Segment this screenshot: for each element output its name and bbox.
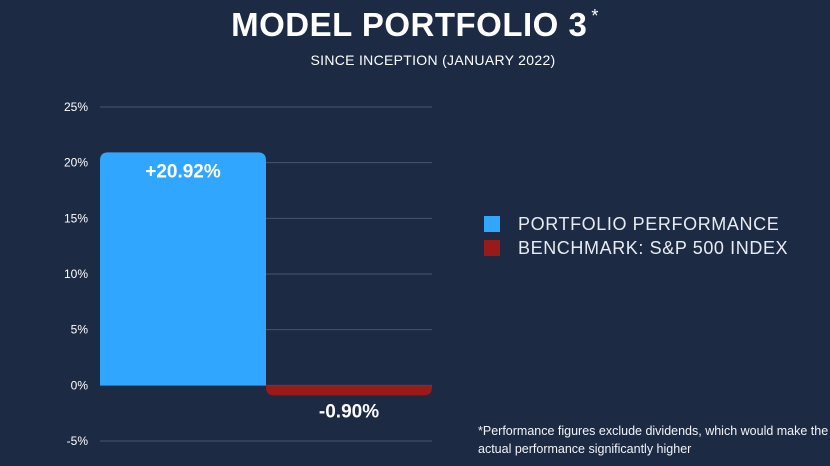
chart-title: MODEL PORTFOLIO 3 * (0, 6, 830, 44)
data-labels: +20.92% -0.90% (145, 161, 379, 422)
title-asterisk: * (591, 6, 599, 26)
y-tick-label: 25% (64, 100, 88, 114)
y-tick-label: 20% (64, 156, 88, 170)
chart-subtitle: SINCE INCEPTION (JANUARY 2022) (310, 52, 556, 68)
legend-label-benchmark: BENCHMARK: S&P 500 INDEX (518, 237, 789, 258)
y-tick-label: 15% (64, 211, 88, 225)
data-label-benchmark: -0.90% (319, 401, 379, 422)
legend-swatch-benchmark (484, 240, 500, 256)
chart-title-text: MODEL PORTFOLIO 3 (231, 6, 588, 43)
y-axis-ticks: 25% 20% 15% 10% 5% 0% -5% (64, 100, 88, 448)
y-tick-label: 10% (64, 267, 88, 281)
bar-benchmark (266, 385, 432, 396)
legend-item-benchmark: BENCHMARK: S&P 500 INDEX (484, 236, 788, 260)
footnote: *Performance figures exclude dividends, … (478, 424, 829, 456)
y-tick-label: 0% (71, 378, 89, 392)
legend-label-portfolio: PORTFOLIO PERFORMANCE (518, 213, 780, 234)
legend: PORTFOLIO PERFORMANCE BENCHMARK: S&P 500… (484, 212, 788, 260)
legend-swatch-portfolio (484, 216, 500, 232)
bar-portfolio (100, 152, 266, 386)
legend-item-portfolio: PORTFOLIO PERFORMANCE (484, 212, 788, 236)
y-tick-label: -5% (67, 434, 89, 448)
y-tick-label: 5% (71, 323, 89, 337)
bars (100, 152, 432, 396)
data-label-portfolio: +20.92% (145, 161, 221, 182)
